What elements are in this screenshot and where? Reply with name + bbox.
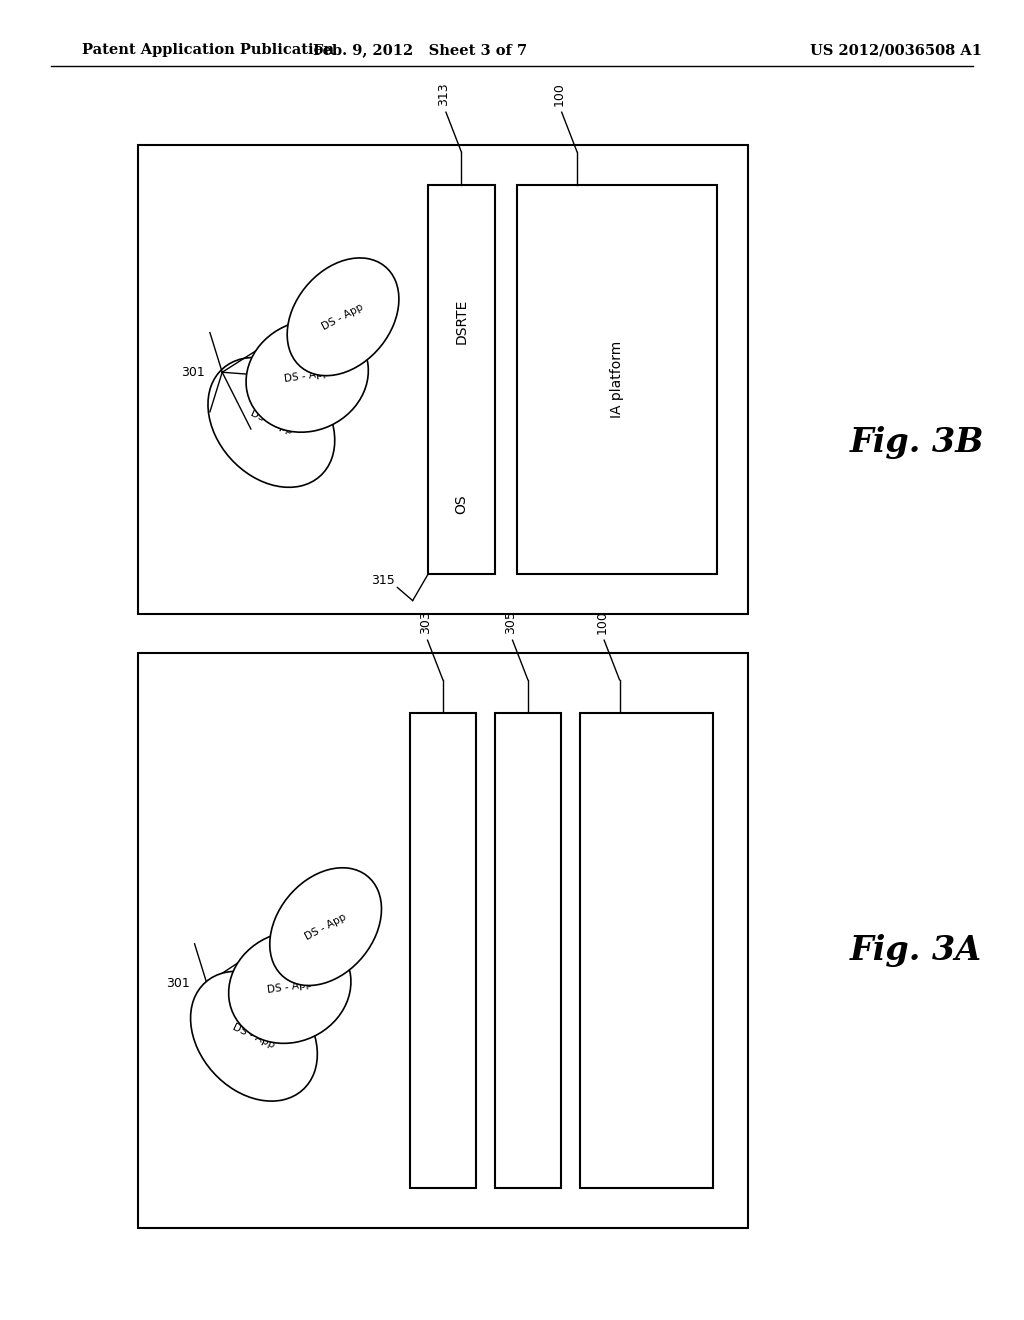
Text: OS: OS [455, 494, 468, 513]
Text: 305: 305 [504, 610, 517, 634]
Bar [410, 713, 476, 1188]
Text: DSRTE: DSRTE [436, 928, 450, 973]
Text: 301: 301 [166, 977, 189, 990]
Text: DSRTE: DSRTE [455, 298, 468, 343]
Text: Patent Application Publication: Patent Application Publication [82, 44, 334, 57]
Bar [517, 185, 717, 574]
Text: Fig. 3A: Fig. 3A [850, 935, 982, 966]
Text: 100: 100 [553, 82, 566, 106]
Text: DS - App: DS - App [231, 1022, 276, 1051]
Ellipse shape [246, 321, 369, 432]
Bar [428, 185, 495, 574]
Text: 303: 303 [419, 610, 432, 634]
Text: DS - App: DS - App [303, 912, 348, 941]
Text: OS: OS [521, 941, 535, 960]
Bar [138, 145, 748, 614]
Text: 301: 301 [181, 366, 205, 379]
Ellipse shape [269, 867, 382, 986]
Ellipse shape [228, 932, 351, 1043]
Text: DS - App: DS - App [249, 408, 294, 437]
Bar [138, 653, 748, 1228]
Ellipse shape [190, 972, 317, 1101]
Text: Feb. 9, 2012   Sheet 3 of 7: Feb. 9, 2012 Sheet 3 of 7 [312, 44, 527, 57]
Ellipse shape [208, 358, 335, 487]
Text: DS - App: DS - App [266, 979, 313, 995]
Text: US 2012/0036508 A1: US 2012/0036508 A1 [810, 44, 982, 57]
Text: DS - App: DS - App [284, 368, 331, 384]
Text: 100: 100 [596, 610, 608, 634]
Text: Fig. 3B: Fig. 3B [850, 425, 984, 458]
Text: 315: 315 [372, 574, 395, 587]
Bar [580, 713, 713, 1188]
Bar [495, 713, 561, 1188]
Ellipse shape [287, 257, 399, 376]
Text: 313: 313 [437, 82, 451, 106]
Text: IA platform: IA platform [639, 912, 653, 989]
Text: DS - App: DS - App [321, 302, 366, 331]
Text: IA platform: IA platform [610, 341, 624, 418]
